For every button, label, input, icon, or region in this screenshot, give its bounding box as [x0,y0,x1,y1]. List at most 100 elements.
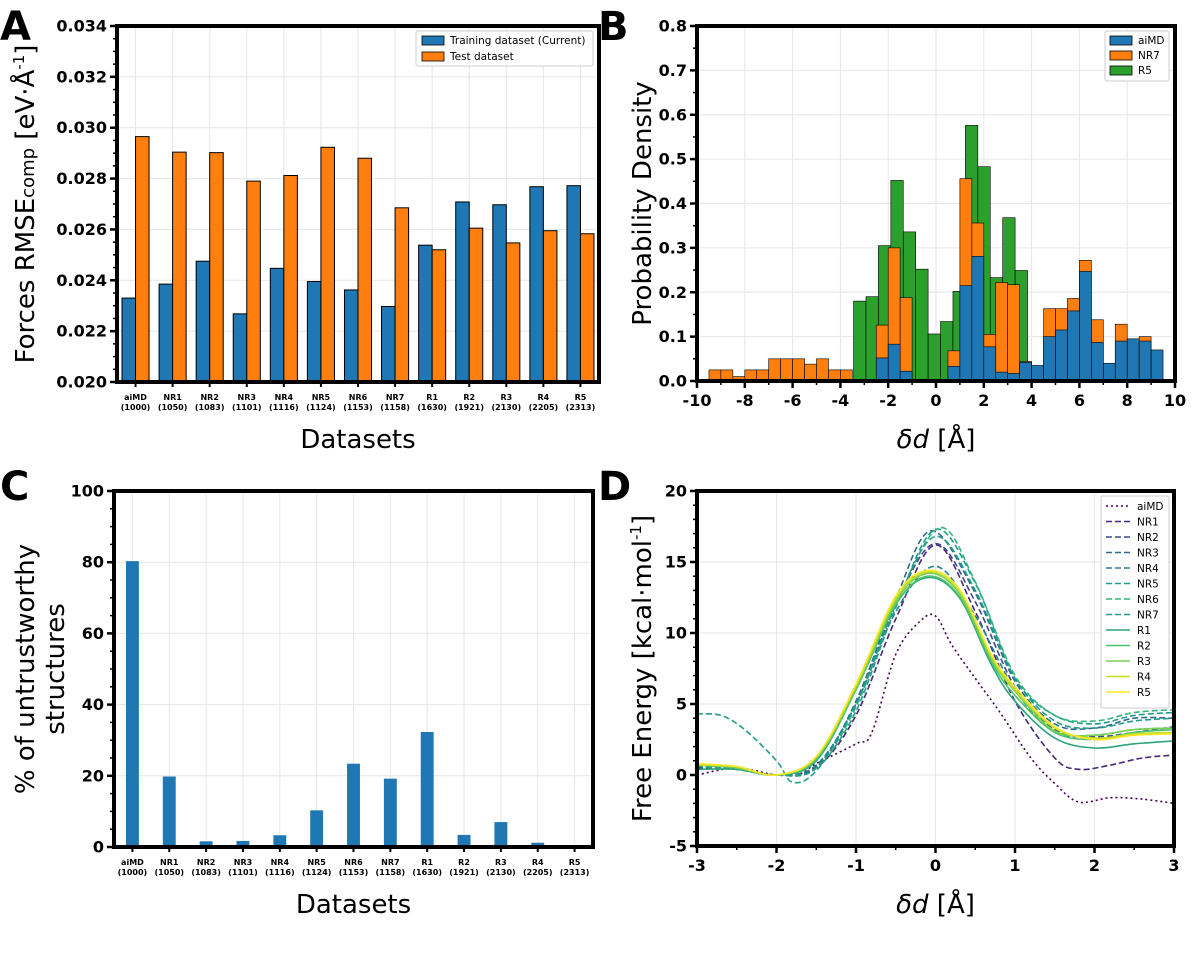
panel-a-bar [418,244,433,383]
panel-b-hist-bar [1103,362,1116,382]
panel-c-bar [383,778,397,847]
panel-b-legend-label: NR7 [1138,50,1160,62]
panel-c-bar [162,776,176,847]
panel-d-y-axis-title: Free Energy [kcal·mol-1] [627,515,658,822]
panel-d-plot-frame [695,489,1176,848]
panel-a-x-tick-label: R1 [426,393,438,402]
panel-c-x-tick-sublabel: (1050) [154,868,184,877]
panel-b-hist-bar [780,358,793,382]
panel-c-x-tick-label: NR5 [307,858,326,867]
panel-c-bar [531,842,545,847]
panel-a-bar [232,313,248,383]
panel-a-x-tick-sublabel: (2130) [492,403,522,412]
panel-d-x-tick-label: 1 [1009,856,1020,875]
panel-a-bar [468,227,484,383]
panel-b-hist-bar [816,358,829,382]
panel-d-series-line [697,569,1174,777]
panel-b-hist-bar [1043,336,1056,382]
panel-b-x-axis-title: δd [Å] [897,423,976,455]
panel-c-x-tick-sublabel: (2313) [560,868,590,877]
panel-b-x-tick-label: 4 [1026,391,1037,410]
panel-d-legend-label: NR5 [1137,579,1159,591]
panel-a-x-tick-sublabel: (1921) [454,403,484,412]
panel-a-x-tick-sublabel: (2205) [529,403,559,412]
panel-d-free-energy-chart: -5 0 5 10 15 20 -3 -2 -1 0 1 2 3 aiMD NR1 NR2 NR3 NR4 NR5 N… [627,482,1180,921]
panel-a-x-tick-label: NR1 [163,393,182,402]
panel-a-bar [283,175,298,383]
panel-a-x-tick-sublabel: (1158) [380,403,410,412]
panel-b-y-tick-label: 0.0 [659,372,687,391]
panel-b-hist-bar [971,256,985,382]
panel-b-x-tick-label: 2 [978,391,989,410]
panel-a-x-tick-sublabel: (2313) [566,403,596,412]
panel-d-legend-box [1100,495,1170,709]
panel-c-y-tick-label: 0 [93,838,104,857]
panel-label-c: C [0,464,29,510]
panel-c-x-tick-sublabel: (2130) [486,868,516,877]
panel-a-bar [195,260,211,383]
panel-a-bar [320,146,335,383]
panel-a-x-tick-label: NR4 [275,393,294,402]
panel-a-x-tick-sublabel: (1153) [343,403,373,412]
panel-a-bar [121,297,137,383]
panel-a-bar [431,249,447,383]
panel-a-bar [505,242,521,383]
panel-a-x-tick-label: NR7 [386,393,404,402]
panel-a-legend-box [415,30,594,67]
panel-c-x-tick-sublabel: (1921) [449,868,479,877]
panel-d-lines [697,527,1174,805]
panel-c-bar [420,732,434,847]
panel-d-legend-label: NR6 [1137,594,1159,606]
panel-b-x-tick-label: -4 [832,391,850,410]
panel-b-hist-bar [1150,349,1164,382]
panel-a-y-tick-label: 0.030 [56,118,107,137]
panel-a-x-tick-label: R3 [500,393,512,402]
panel-a-bar [158,283,174,383]
panel-d-y-tick-label: 0 [676,766,687,785]
panel-a-bar [566,185,581,383]
panel-a-bar [172,151,187,383]
panel-d-legend-label: NR4 [1137,563,1159,575]
panel-a-x-tick-label: R2 [463,393,475,402]
panel-b-plot-frame [695,24,1177,383]
panel-c-x-tick-label: R2 [458,858,470,867]
panel-a-legend-swatch [421,51,445,62]
panel-a-x-axis-title: Datasets [300,425,415,455]
panel-d-y-tick-label: 10 [665,624,687,643]
panel-a-legend-label: Test dataset [449,51,514,63]
panel-c-bar [273,835,287,847]
panel-b-hist-bar [768,358,781,382]
panel-a-y-tick-label: 0.020 [56,373,107,392]
panel-a-legend-label: Training dataset (Current) [449,35,585,47]
panel-d-x-tick-label: -1 [847,856,865,875]
panel-d-x-axis-title: δd [Å] [896,888,975,920]
panel-d-legend-label: R5 [1137,687,1151,699]
panel-c-x-tick-label: R1 [421,858,433,867]
panel-d-y-tick-label: 5 [676,695,687,714]
panel-a-x-tick-label: NR5 [312,393,331,402]
panel-a-bar [542,230,558,383]
panel-a-x-tick-label: NR2 [200,393,218,402]
panel-d-legend-label: R4 [1137,672,1151,684]
panel-b-probability-density-histogram: 0.0 0.1 0.2 0.3 0.4 0.5 0.6 0.7 0.8 -10 -8 -6 -4 -2 0 2… [628,17,1186,456]
panel-b-y-tick-label: 0.6 [659,105,687,124]
panel-b-hist-bar [1138,340,1152,382]
panel-b-y-tick-label: 0.2 [659,283,687,302]
panel-c-plot-frame [112,489,595,849]
panel-c-x-tick-sublabel: (1083) [191,868,221,877]
panel-c-x-tick-sublabel: (1101) [228,868,258,877]
panel-a-bar [492,204,507,383]
panel-c-x-tick-label: NR1 [160,858,179,867]
panel-c-x-tick-sublabel: (1124) [302,868,332,877]
panel-a-bar [381,305,396,383]
panel-b-hist-bar [792,358,805,382]
panel-d-x-tick-label: 3 [1168,856,1179,875]
panel-a-bar [579,233,595,383]
panel-b-legend-swatch [1109,65,1133,76]
panel-d-legend-label: R2 [1137,641,1151,653]
panel-b-x-tick-label: -8 [736,391,754,410]
panel-b-x-tick-label: -6 [784,391,802,410]
panel-c-x-tick-sublabel: (1630) [412,868,442,877]
panel-a-bar [394,207,410,383]
panel-b-legend-label: R5 [1138,65,1152,77]
